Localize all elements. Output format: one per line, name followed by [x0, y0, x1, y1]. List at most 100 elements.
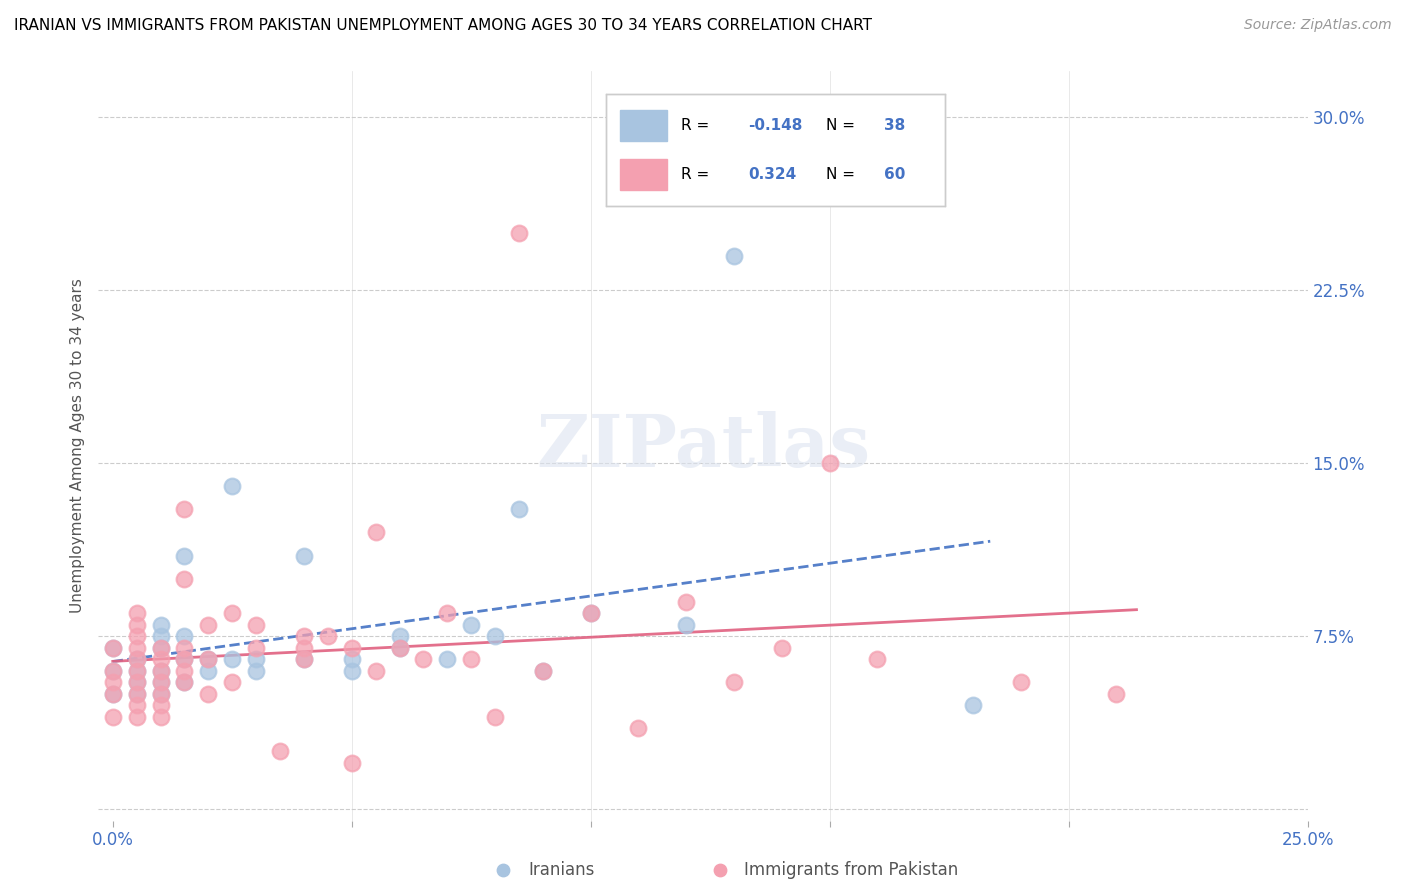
- Point: [149, 629, 172, 643]
- Point: [149, 710, 172, 724]
- Text: Immigrants from Pakistan: Immigrants from Pakistan: [745, 861, 959, 879]
- Point: [484, 629, 506, 643]
- Point: [492, 863, 515, 877]
- Point: [125, 675, 148, 690]
- Point: [173, 664, 195, 678]
- Point: [125, 640, 148, 655]
- Point: [173, 652, 195, 666]
- Point: [292, 652, 315, 666]
- Point: [292, 549, 315, 563]
- Point: [197, 652, 219, 666]
- Point: [723, 675, 745, 690]
- Point: [962, 698, 984, 713]
- Point: [245, 652, 267, 666]
- Point: [364, 664, 387, 678]
- Text: Iranians: Iranians: [529, 861, 595, 879]
- Point: [101, 675, 124, 690]
- Point: [245, 640, 267, 655]
- Point: [173, 675, 195, 690]
- Point: [125, 698, 148, 713]
- Point: [101, 640, 124, 655]
- Point: [675, 617, 697, 632]
- Point: [866, 652, 889, 666]
- Y-axis label: Unemployment Among Ages 30 to 34 years: Unemployment Among Ages 30 to 34 years: [69, 278, 84, 614]
- Point: [269, 744, 291, 758]
- Point: [508, 226, 530, 240]
- Point: [484, 710, 506, 724]
- Point: [149, 664, 172, 678]
- Point: [125, 675, 148, 690]
- Point: [579, 606, 602, 620]
- Text: IRANIAN VS IMMIGRANTS FROM PAKISTAN UNEMPLOYMENT AMONG AGES 30 TO 34 YEARS CORRE: IRANIAN VS IMMIGRANTS FROM PAKISTAN UNEM…: [14, 18, 872, 33]
- Point: [197, 652, 219, 666]
- Point: [125, 687, 148, 701]
- Point: [1105, 687, 1128, 701]
- Point: [221, 606, 243, 620]
- Point: [245, 617, 267, 632]
- Point: [818, 456, 841, 470]
- Point: [340, 756, 363, 770]
- Point: [149, 640, 172, 655]
- Point: [292, 640, 315, 655]
- Text: ZIPatlas: ZIPatlas: [536, 410, 870, 482]
- Point: [340, 664, 363, 678]
- Point: [125, 710, 148, 724]
- Point: [388, 629, 411, 643]
- Point: [125, 687, 148, 701]
- Point: [101, 664, 124, 678]
- Point: [149, 687, 172, 701]
- Point: [149, 675, 172, 690]
- Point: [770, 640, 793, 655]
- Point: [292, 629, 315, 643]
- Point: [125, 664, 148, 678]
- Point: [149, 675, 172, 690]
- Point: [125, 664, 148, 678]
- Point: [221, 675, 243, 690]
- Point: [197, 617, 219, 632]
- Point: [436, 606, 458, 620]
- Point: [709, 863, 731, 877]
- Point: [173, 640, 195, 655]
- Point: [125, 606, 148, 620]
- Point: [436, 652, 458, 666]
- Point: [364, 525, 387, 540]
- Point: [221, 652, 243, 666]
- Point: [723, 249, 745, 263]
- Point: [460, 652, 482, 666]
- Point: [101, 640, 124, 655]
- Point: [149, 687, 172, 701]
- Point: [221, 479, 243, 493]
- Point: [197, 664, 219, 678]
- Point: [125, 652, 148, 666]
- Point: [675, 594, 697, 608]
- Point: [149, 698, 172, 713]
- Point: [173, 629, 195, 643]
- Point: [125, 652, 148, 666]
- Point: [316, 629, 339, 643]
- Point: [388, 640, 411, 655]
- Point: [101, 687, 124, 701]
- Point: [173, 572, 195, 586]
- Point: [125, 617, 148, 632]
- Point: [388, 640, 411, 655]
- Point: [149, 617, 172, 632]
- Point: [197, 687, 219, 701]
- Point: [149, 664, 172, 678]
- Point: [173, 675, 195, 690]
- Point: [627, 722, 650, 736]
- Point: [245, 664, 267, 678]
- Point: [125, 629, 148, 643]
- Text: Source: ZipAtlas.com: Source: ZipAtlas.com: [1244, 18, 1392, 32]
- Point: [101, 687, 124, 701]
- Point: [173, 549, 195, 563]
- Point: [531, 664, 554, 678]
- Point: [101, 664, 124, 678]
- Point: [149, 652, 172, 666]
- Point: [101, 710, 124, 724]
- Point: [508, 502, 530, 516]
- Point: [292, 652, 315, 666]
- Point: [1010, 675, 1032, 690]
- Point: [173, 652, 195, 666]
- Point: [340, 640, 363, 655]
- Point: [340, 652, 363, 666]
